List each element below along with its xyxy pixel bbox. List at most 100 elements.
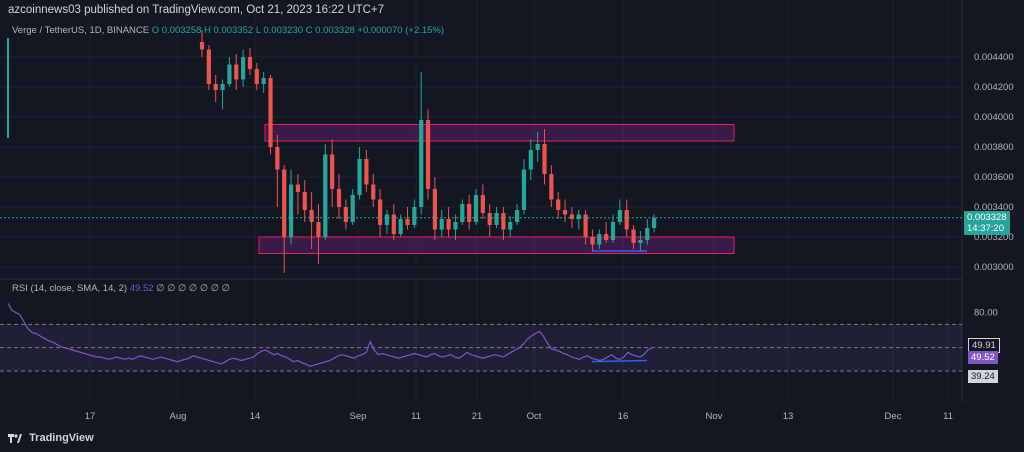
candle-body bbox=[453, 222, 458, 230]
candle-body bbox=[213, 84, 218, 90]
candle-body bbox=[199, 42, 205, 50]
candle-body bbox=[638, 240, 643, 243]
candle-body bbox=[309, 210, 314, 222]
time-tick-label: Nov bbox=[706, 411, 723, 422]
price-tick-label: 0.004000 bbox=[974, 112, 1014, 123]
time-tick-label: 11 bbox=[411, 411, 421, 422]
rsi-tag-current: 49.52 bbox=[968, 351, 998, 364]
candle-body bbox=[645, 228, 650, 240]
candle-body bbox=[583, 214, 588, 237]
candle-body bbox=[302, 192, 307, 210]
candle-body bbox=[467, 204, 472, 222]
time-tick-label: Oct bbox=[527, 411, 542, 422]
candle-body bbox=[508, 222, 513, 230]
resistance-zone bbox=[264, 124, 735, 142]
candle-body bbox=[371, 184, 376, 200]
candle-body bbox=[576, 214, 581, 219]
candle-body bbox=[542, 144, 547, 174]
price-tick-label: 0.003400 bbox=[974, 202, 1014, 213]
candle-body bbox=[549, 174, 554, 200]
candle-body bbox=[617, 210, 622, 222]
candle-body bbox=[610, 222, 616, 240]
candle-body bbox=[384, 214, 390, 225]
candle-body bbox=[515, 210, 520, 222]
time-tick-label: 14 bbox=[250, 411, 261, 422]
candle-body bbox=[446, 219, 451, 230]
candle-body bbox=[569, 214, 574, 219]
ohlc-open: O 0.003258 bbox=[151, 25, 202, 36]
candle-body bbox=[652, 217, 657, 228]
brand-footer: TradingView bbox=[8, 432, 94, 444]
rsi-label: RSI (14, close, SMA, 14, 2) bbox=[12, 283, 128, 294]
candle-body bbox=[556, 199, 561, 210]
price-tick-label: 0.003000 bbox=[974, 262, 1014, 273]
candle-body bbox=[597, 234, 602, 245]
candle-body bbox=[323, 154, 328, 237]
candle-body bbox=[247, 57, 253, 69]
candle-body bbox=[295, 184, 300, 192]
candle-body bbox=[631, 229, 636, 243]
candle-body bbox=[364, 159, 369, 185]
rsi-legend: RSI (14, close, SMA, 14, 2) 49.52 ∅ ∅ ∅ … bbox=[12, 283, 230, 294]
time-tick-label: 13 bbox=[783, 411, 794, 422]
candle-body bbox=[419, 120, 424, 207]
grid-lines bbox=[0, 0, 962, 402]
time-tick-label: Sep bbox=[350, 411, 367, 422]
candle-body bbox=[521, 169, 527, 210]
ohlc-close: C 0.003328 bbox=[305, 25, 355, 36]
time-tick-label: Dec bbox=[885, 411, 902, 422]
candle-body bbox=[425, 120, 431, 189]
rsi-value: 49.52 bbox=[129, 283, 154, 294]
candle-body bbox=[412, 207, 417, 225]
symbol-legend: Verge / TetherUS, 1D, BINANCE O 0.003258… bbox=[12, 25, 444, 36]
candle-body bbox=[378, 199, 383, 225]
candle-body bbox=[535, 144, 540, 150]
candle-body bbox=[343, 207, 348, 222]
publisher-header: azcoinnews03 published on TradingView.co… bbox=[8, 4, 385, 16]
candle-body bbox=[494, 213, 499, 225]
candle-body bbox=[336, 189, 342, 207]
candlestick-series bbox=[199, 30, 657, 273]
candle-body bbox=[624, 210, 629, 230]
candle-body bbox=[350, 195, 355, 222]
candle-body bbox=[398, 219, 403, 234]
candle-body bbox=[261, 78, 266, 84]
candle-body bbox=[480, 195, 485, 213]
rsi-pane: 80.00 bbox=[0, 303, 998, 372]
rsi-extras: ∅ ∅ ∅ ∅ ∅ ∅ ∅ bbox=[156, 283, 230, 294]
current-price-tag: 0.003328 14:37:20 bbox=[964, 211, 1010, 235]
tradingview-logo-icon bbox=[8, 433, 22, 443]
candle-body bbox=[234, 64, 239, 80]
rsi-band bbox=[0, 324, 962, 372]
support-resistance-zones bbox=[258, 124, 735, 254]
candle-body bbox=[316, 222, 321, 237]
ohlc-high: H 0.003352 bbox=[204, 25, 254, 36]
candle-body bbox=[501, 213, 506, 230]
brand-name: TradingView bbox=[29, 432, 94, 444]
rsi-trendline bbox=[591, 359, 648, 363]
candle-body bbox=[528, 150, 533, 170]
candle-body bbox=[275, 147, 280, 170]
candle-body bbox=[254, 69, 259, 84]
candle-body bbox=[487, 213, 492, 225]
price-tick-label: 0.003600 bbox=[974, 172, 1014, 183]
time-tick-label: 11 bbox=[943, 411, 953, 422]
price-tick-label: 0.004200 bbox=[974, 82, 1014, 93]
candle-body bbox=[604, 234, 609, 240]
candle-body bbox=[473, 195, 479, 222]
candle-body bbox=[206, 49, 211, 84]
price-tick-label: 0.003800 bbox=[974, 142, 1014, 153]
candle-body bbox=[330, 154, 335, 189]
support-zone bbox=[258, 236, 735, 254]
price-tick-label: 0.003200 bbox=[974, 232, 1014, 243]
time-tick-label: Aug bbox=[170, 411, 187, 422]
candle-body bbox=[460, 204, 465, 222]
candle-body bbox=[562, 210, 568, 215]
current-price-value: 0.003328 bbox=[967, 212, 1007, 223]
rsi-tag-lower: 39.24 bbox=[968, 370, 998, 383]
symbol-name: Verge / TetherUS, 1D, BINANCE bbox=[12, 25, 150, 36]
price-tick-label: 0.004400 bbox=[974, 52, 1014, 63]
rsi-line bbox=[7, 303, 653, 367]
candle-body bbox=[220, 84, 225, 90]
candle-body bbox=[288, 184, 294, 237]
